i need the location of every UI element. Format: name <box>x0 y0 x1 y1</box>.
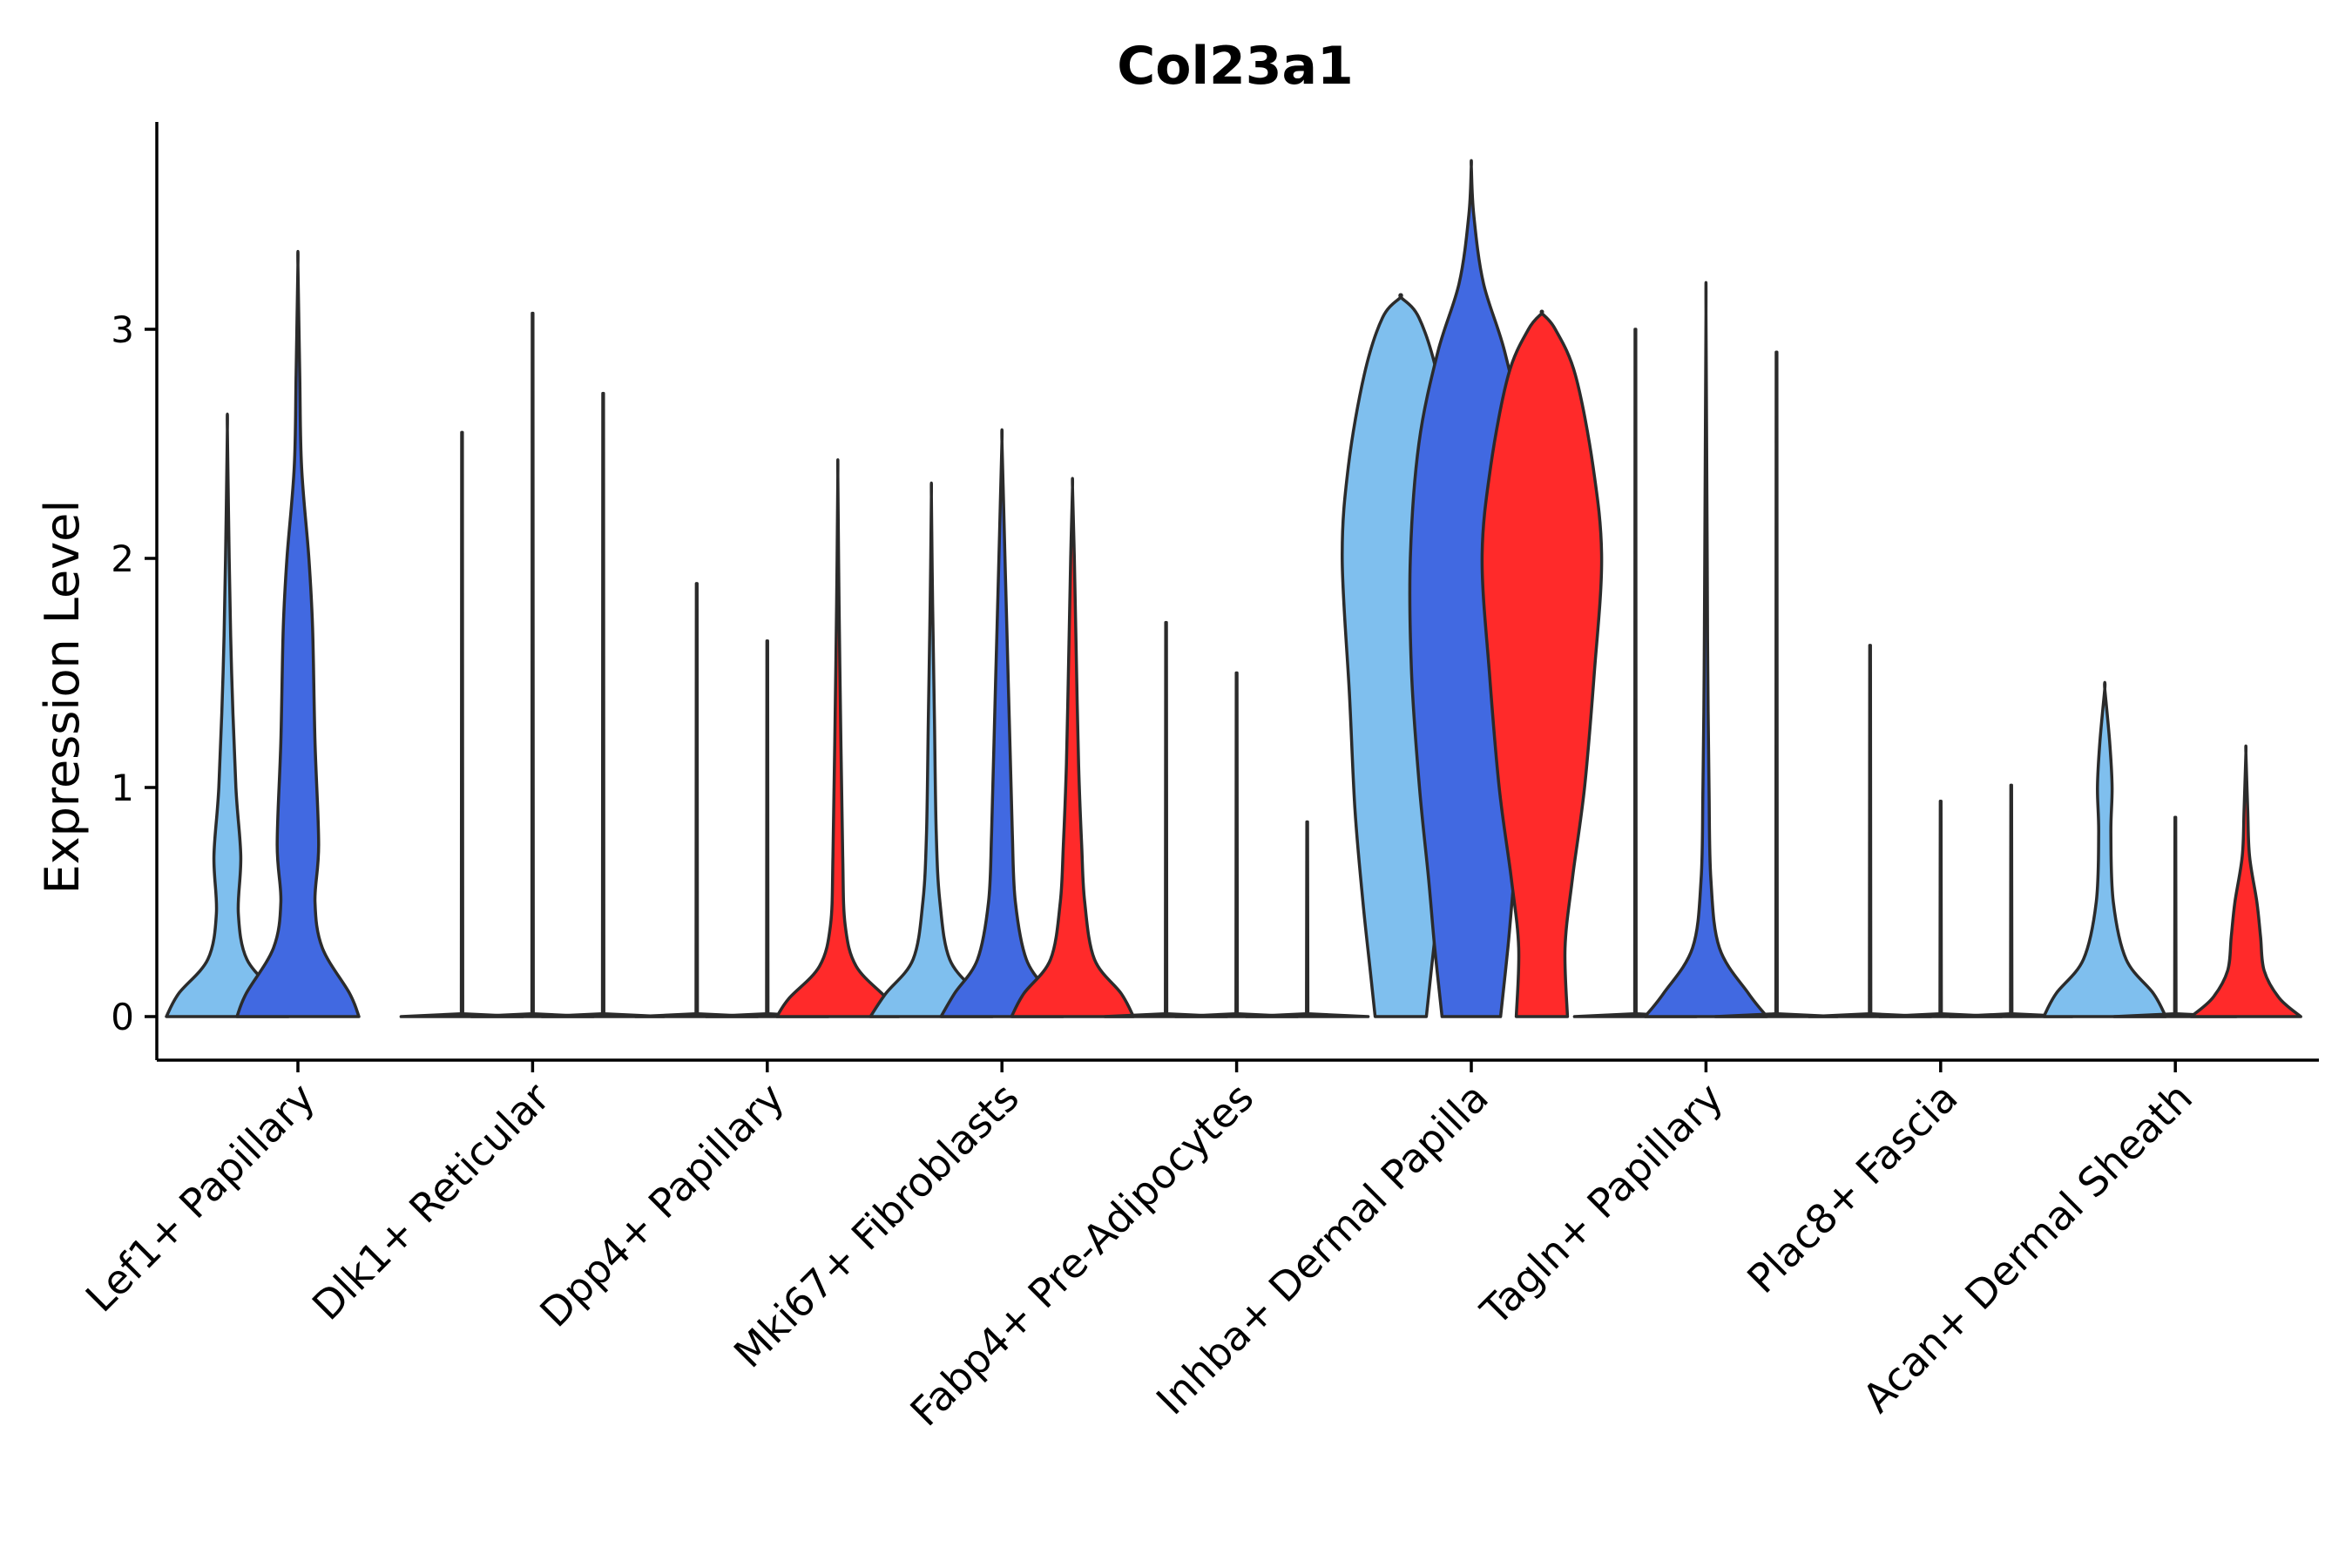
violin-0-1 <box>235 249 361 1018</box>
x-tick-label: Plac8+ Fascia <box>1738 1074 1966 1302</box>
violin-6-2 <box>1713 350 1840 1018</box>
violin-5-2 <box>1480 309 1604 1018</box>
violin-4-2 <box>1244 820 1370 1018</box>
violin-7-0 <box>1808 644 1933 1018</box>
violin-2-1 <box>705 639 830 1018</box>
y-axis-ticks: 0 1 2 3 <box>111 308 157 1038</box>
violin-8-1 <box>2112 815 2238 1018</box>
violin-1-0 <box>399 430 525 1018</box>
violin-7-1 <box>1878 800 2004 1018</box>
y-axis-label: Expression Level <box>35 500 90 895</box>
x-tick-label: Lef1+ Papillary <box>77 1074 324 1321</box>
x-tick-label: Tagln+ Papillary <box>1471 1074 1733 1335</box>
violin-0-0 <box>165 412 290 1018</box>
y-tick-label: 3 <box>111 308 134 351</box>
x-tick-label: Dpp4+ Papillary <box>531 1074 793 1336</box>
violin-3-2 <box>1010 476 1135 1018</box>
violin-3-1 <box>939 428 1064 1018</box>
violin-8-0 <box>2042 680 2167 1018</box>
violin-6-0 <box>1572 328 1699 1018</box>
violin-6-1 <box>1643 280 1769 1018</box>
violin-3-0 <box>868 481 994 1018</box>
y-tick-label: 1 <box>111 767 134 809</box>
y-tick-label: 0 <box>111 996 134 1038</box>
violin-7-2 <box>1949 783 2074 1018</box>
violin-2-0 <box>634 582 760 1018</box>
violin-1-1 <box>470 311 596 1018</box>
x-tick-label: Dlk1+ Reticular <box>303 1074 558 1329</box>
violin-1-2 <box>540 391 666 1018</box>
violin-2-2 <box>775 458 901 1018</box>
y-tick-label: 2 <box>111 537 134 580</box>
violin-group <box>165 159 2302 1018</box>
violin-4-0 <box>1103 620 1229 1018</box>
violin-4-1 <box>1173 671 1300 1018</box>
chart-title: Col23a1 <box>1117 36 1354 97</box>
violin-8-2 <box>2189 744 2302 1018</box>
